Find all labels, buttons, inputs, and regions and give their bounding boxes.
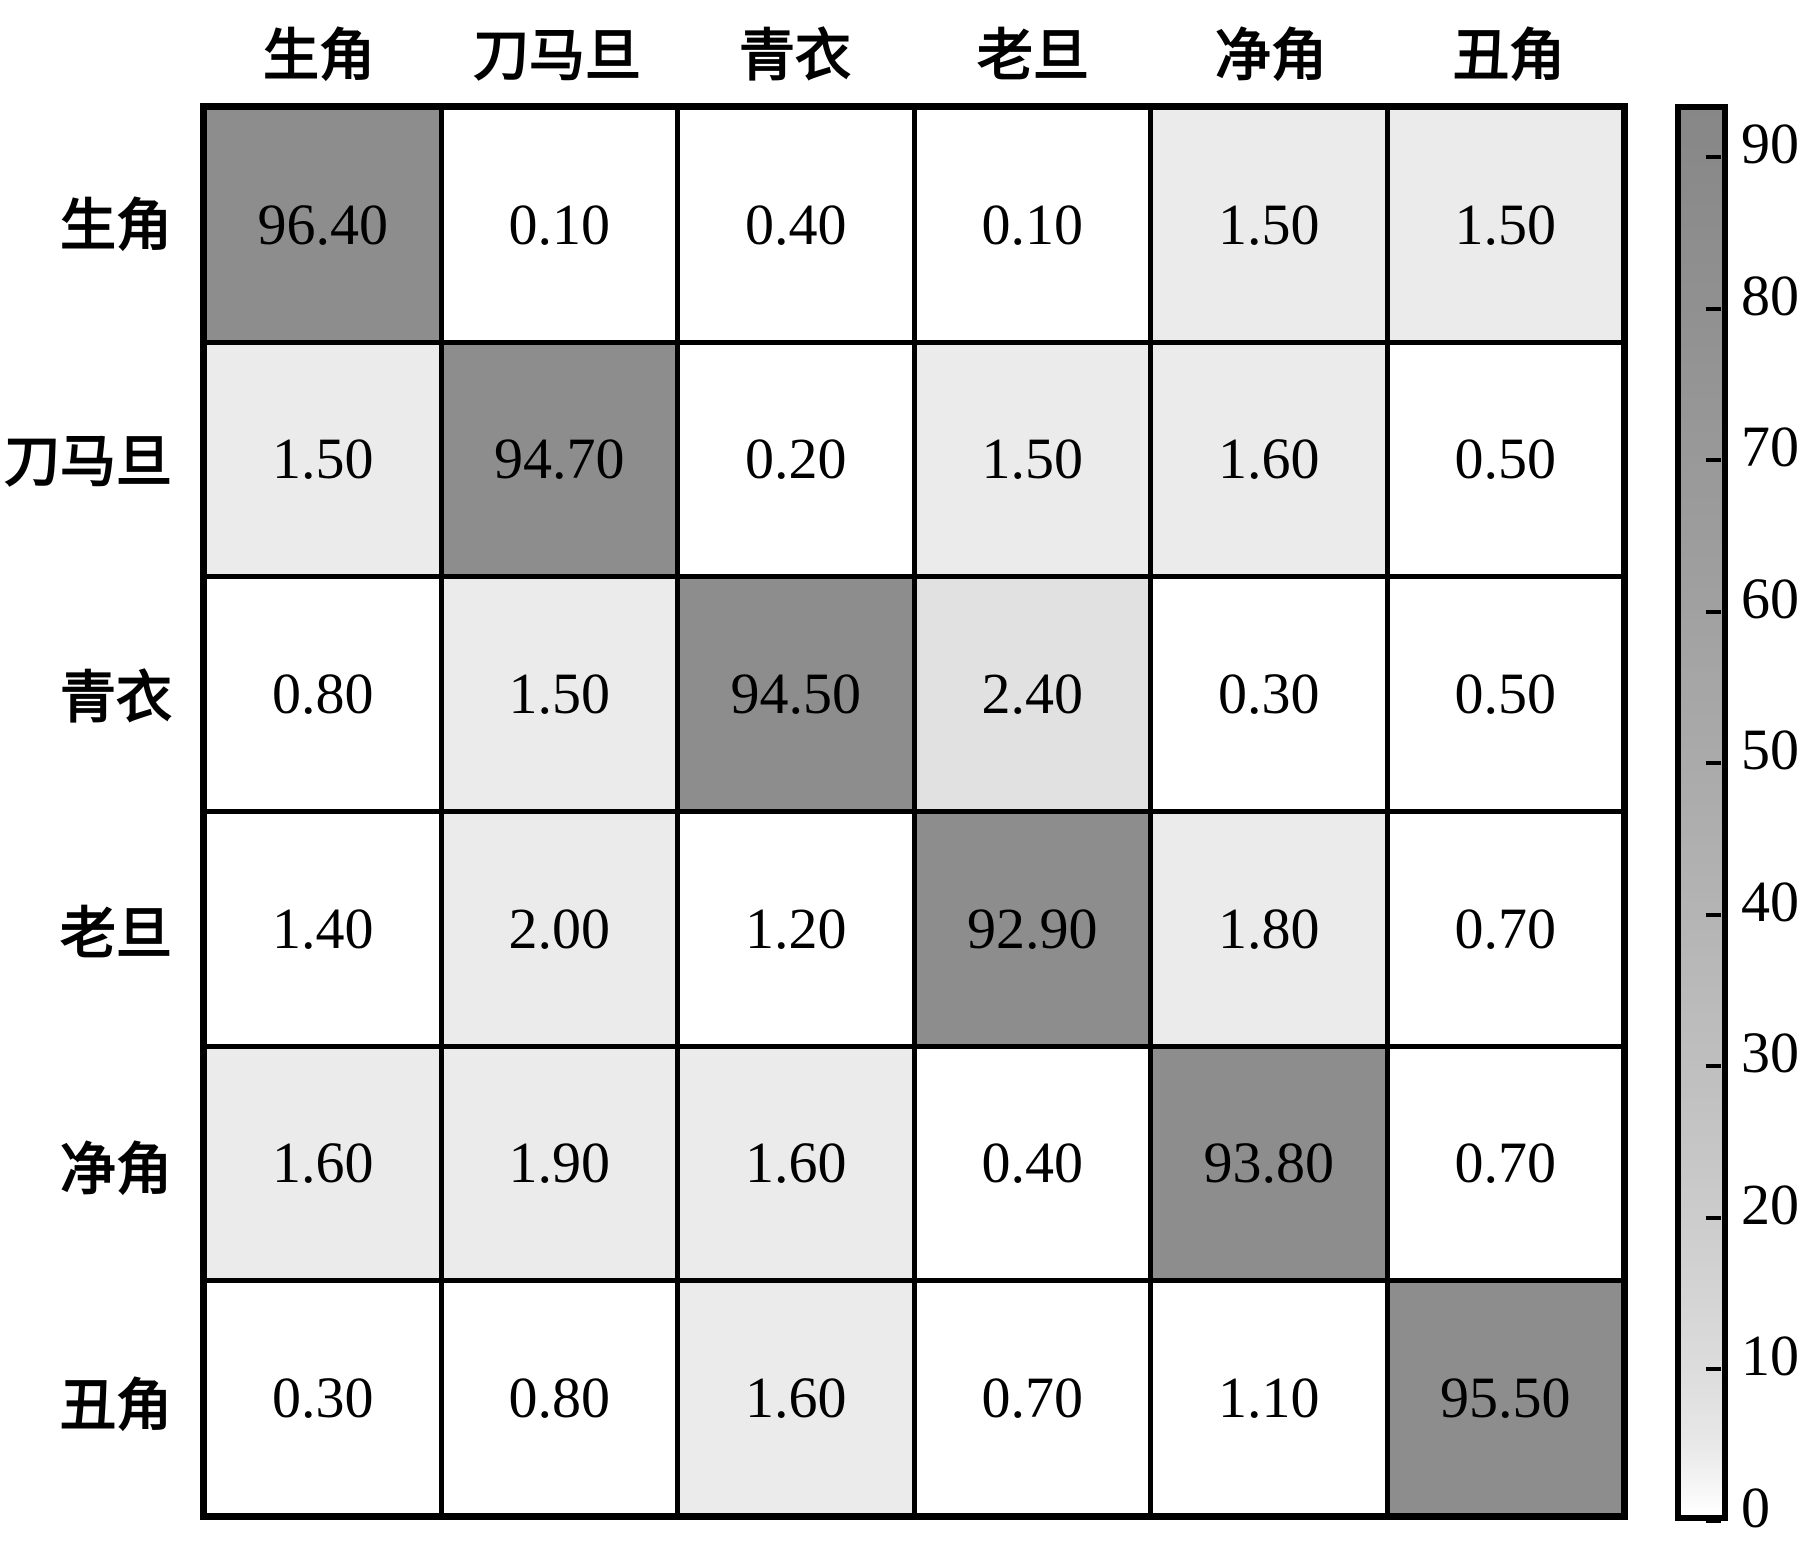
x-axis-label: 老旦 [977,23,1089,87]
y-axis-label: 老旦 [60,902,172,966]
colorbar-tick [1706,458,1721,463]
x-axis-label: 净角 [1215,23,1327,87]
colorbar-tick-label: 60 [1741,565,1799,631]
heatmap-cell: 0.80 [443,1283,675,1513]
heatmap-cell: 92.90 [916,814,1148,1044]
heatmap-cell: 0.70 [916,1283,1148,1513]
colorbar-tick [1706,155,1721,160]
colorbar-tick-label: 40 [1741,869,1799,935]
x-axis-label: 生角 [263,23,375,87]
colorbar-tick [1706,1367,1721,1372]
heatmap-cell: 0.80 [207,579,439,809]
x-axis-label: 青衣 [739,23,851,87]
heatmap-cell: 0.20 [680,344,912,575]
heatmap-cell: 0.50 [1389,344,1621,575]
colorbar-tick [1706,912,1721,917]
heatmap-cell: 0.70 [1389,814,1621,1044]
colorbar-tick-label: 80 [1741,262,1799,328]
heatmap-cell: 1.60 [680,1048,912,1279]
colorbar-tick-label: 10 [1741,1323,1799,1389]
colorbar-tick [1706,1215,1721,1220]
heatmap-cell: 1.60 [207,1048,439,1279]
heatmap-cell: 0.70 [1389,1048,1621,1279]
heatmap-cell: 94.70 [443,344,675,575]
x-axis-labels: 生角 刀马旦 青衣 老旦 净角 丑角 [200,0,1628,96]
y-axis-label: 青衣 [60,665,172,729]
colorbar-tick [1706,1519,1721,1523]
colorbar-tick-label: 30 [1741,1020,1799,1086]
heatmap-cell: 1.50 [1389,110,1621,340]
heatmap-cell: 1.60 [680,1283,912,1513]
heatmap-cell: 2.00 [443,814,675,1044]
heatmap-cell: 93.80 [1153,1048,1385,1279]
heatmap-cell: 0.40 [916,1048,1148,1279]
heatmap-cell: 0.40 [680,110,912,340]
y-axis-label: 刀马旦 [4,429,172,493]
heatmap-cell: 1.50 [916,344,1148,575]
y-axis-labels: 生角刀马旦青衣老旦净角丑角 [0,103,186,1520]
x-axis-label: 丑角 [1453,23,1565,87]
heatmap-cell: 0.30 [207,1283,439,1513]
heatmap-cell: 0.10 [443,110,675,340]
heatmap-cell: 1.20 [680,814,912,1044]
heatmap-cell: 0.30 [1153,579,1385,809]
colorbar-tick-label: 0 [1741,1475,1770,1541]
y-axis-label: 丑角 [60,1374,172,1438]
heatmap-cell: 1.50 [207,344,439,575]
heatmap-grid: 96.40 0.10 0.40 0.10 1.50 1.50 1.50 94.70 0.20 1.… [200,103,1628,1520]
heatmap-cell: 1.10 [1153,1283,1385,1513]
colorbar-tick-label: 70 [1741,414,1799,480]
colorbar-tick [1706,1064,1721,1069]
heatmap-cell: 0.50 [1389,579,1621,809]
heatmap-cell: 1.60 [1153,344,1385,575]
heatmap-cell: 1.90 [443,1048,675,1279]
heatmap-cell: 96.40 [207,110,439,340]
heatmap-cell: 0.10 [916,110,1148,340]
colorbar-tick [1706,761,1721,766]
y-axis-label: 净角 [60,1138,172,1202]
colorbar-tick [1706,306,1721,311]
colorbar-gradient [1675,104,1728,1521]
colorbar-tick-label: 20 [1741,1172,1799,1238]
heatmap-cell: 95.50 [1389,1283,1621,1513]
heatmap-cell: 1.50 [443,579,675,809]
y-axis-label: 生角 [60,193,172,257]
heatmap-cell: 1.50 [1153,110,1385,340]
colorbar: 90 80 70 60 50 40 30 20 10 0 [1675,104,1802,1537]
heatmap-cell: 94.50 [680,579,912,809]
heatmap-cell: 1.80 [1153,814,1385,1044]
colorbar-tick-label: 90 [1741,111,1799,177]
colorbar-tick-label: 50 [1741,717,1799,783]
heatmap-cell: 2.40 [916,579,1148,809]
colorbar-tick [1706,609,1721,614]
heatmap-cell: 1.40 [207,814,439,1044]
x-axis-label: 刀马旦 [473,23,641,87]
